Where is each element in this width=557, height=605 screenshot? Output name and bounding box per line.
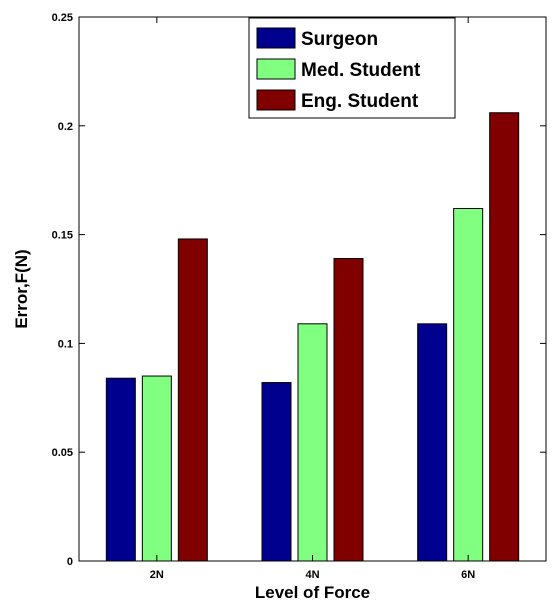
y-tick-label: 0 — [67, 556, 73, 568]
legend-swatch — [256, 58, 296, 80]
bar-surgeon-2n — [105, 377, 136, 562]
y-axis-label: Error,F(N) — [12, 249, 31, 328]
x-tick-label: 2N — [150, 569, 164, 581]
bar-surgeon-6n — [417, 323, 448, 562]
y-tick-label: 0.05 — [52, 447, 73, 459]
y-tick-label: 0.2 — [58, 121, 73, 133]
bar-eng-student-6n — [489, 112, 520, 562]
legend: Surgeon Med. Student Eng. Student — [248, 17, 456, 119]
x-axis-label: Level of Force — [255, 583, 370, 602]
bars-layer — [105, 112, 520, 562]
legend-label: Eng. Student — [301, 91, 419, 112]
ticks-layer: 0 0.05 0.1 0.15 0.2 0.25 2N 4N 6N — [52, 12, 546, 581]
x-tick-label: 6N — [461, 569, 475, 581]
bar-med-student-4n — [297, 323, 328, 562]
legend-label: Med. Student — [301, 60, 421, 81]
legend-label: Surgeon — [301, 29, 378, 50]
legend-swatch — [256, 27, 296, 49]
bar-eng-student-2n — [177, 238, 208, 562]
legend-swatch — [256, 89, 296, 111]
bar-med-student-2n — [141, 375, 172, 562]
x-tick-label: 4N — [305, 569, 319, 581]
y-tick-label: 0.15 — [52, 230, 73, 242]
y-tick-label: 0.1 — [58, 338, 73, 350]
bar-eng-student-4n — [333, 258, 364, 562]
y-tick-label: 0.25 — [52, 12, 73, 24]
bar-med-student-6n — [453, 207, 484, 562]
bar-surgeon-4n — [261, 382, 292, 562]
